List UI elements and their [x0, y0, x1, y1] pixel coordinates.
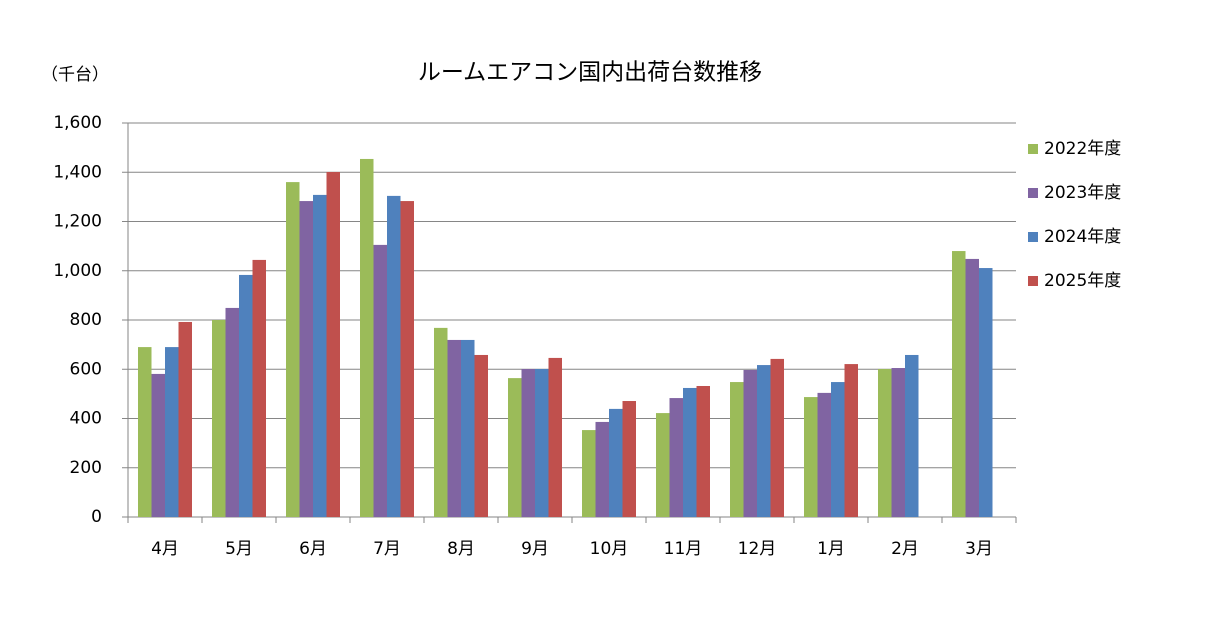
y-tick-label: 400: [70, 409, 102, 429]
bar: [770, 358, 784, 517]
bar: [831, 382, 845, 517]
x-tick-label: 7月: [373, 539, 401, 559]
bar: [817, 392, 831, 517]
legend-label: 2024年度: [1044, 227, 1121, 247]
bar: [965, 258, 979, 517]
bar: [878, 369, 892, 517]
bar: [299, 201, 313, 517]
bar: [360, 158, 374, 517]
x-tick-label: 6月: [299, 539, 327, 559]
legend-label: 2022年度: [1044, 139, 1121, 159]
bar: [521, 369, 535, 517]
legend-label: 2025年度: [1044, 271, 1121, 291]
bar: [696, 385, 710, 517]
bar: [313, 194, 327, 517]
x-tick-label: 4月: [151, 539, 179, 559]
bar: [979, 268, 993, 517]
y-tick-label: 600: [70, 359, 102, 379]
bar: [891, 368, 905, 517]
bar: [669, 398, 683, 517]
x-tick-label: 10月: [590, 539, 629, 559]
y-tick-label: 0: [91, 507, 102, 527]
x-tick-label: 9月: [521, 539, 549, 559]
bar: [622, 401, 636, 517]
bar: [683, 387, 697, 517]
bar: [582, 430, 596, 517]
bar: [743, 369, 757, 517]
y-tick-label: 200: [70, 458, 102, 478]
y-axis-unit: （千台）: [41, 65, 109, 85]
bar: [326, 172, 340, 517]
bar: [400, 201, 414, 517]
bar: [656, 413, 670, 517]
chart-title: ルームエアコン国内出荷台数推移: [418, 60, 762, 86]
bar: [387, 195, 401, 517]
x-tick-label: 2月: [891, 539, 919, 559]
bar: [447, 339, 461, 517]
y-tick-label: 1,200: [53, 212, 102, 232]
bar: [225, 307, 239, 517]
y-tick-label: 1,600: [53, 113, 102, 133]
legend-swatch: [1028, 232, 1038, 242]
bar: [804, 397, 818, 517]
bar: [461, 339, 475, 517]
bar: [165, 347, 179, 517]
bar: [286, 182, 300, 517]
bar: [151, 373, 165, 517]
y-tick-label: 1,400: [53, 162, 102, 182]
bar: [844, 364, 858, 517]
bar: [757, 365, 771, 517]
bar: [535, 369, 549, 517]
bar: [609, 408, 623, 517]
bar: [474, 354, 488, 517]
bar: [905, 354, 919, 517]
y-tick-label: 800: [70, 310, 102, 330]
legend-swatch: [1028, 144, 1038, 154]
bar: [434, 327, 448, 517]
x-tick-label: 1月: [817, 539, 845, 559]
bar: [212, 320, 226, 517]
bar: [548, 357, 562, 517]
legend-swatch: [1028, 276, 1038, 286]
bar: [508, 378, 522, 517]
bar: [595, 421, 609, 517]
bar: [730, 382, 744, 517]
bar: [138, 347, 152, 517]
x-tick-label: 11月: [664, 539, 703, 559]
bar: [373, 244, 387, 518]
bar: [252, 259, 266, 517]
bar: [952, 251, 966, 518]
x-tick-label: 8月: [447, 539, 475, 559]
x-tick-label: 12月: [738, 539, 777, 559]
legend-swatch: [1028, 188, 1038, 198]
bar: [178, 321, 192, 517]
x-tick-label: 5月: [225, 539, 253, 559]
x-tick-label: 3月: [965, 539, 993, 559]
bar: [239, 274, 253, 517]
legend-label: 2023年度: [1044, 183, 1121, 203]
y-tick-label: 1,000: [53, 261, 102, 281]
